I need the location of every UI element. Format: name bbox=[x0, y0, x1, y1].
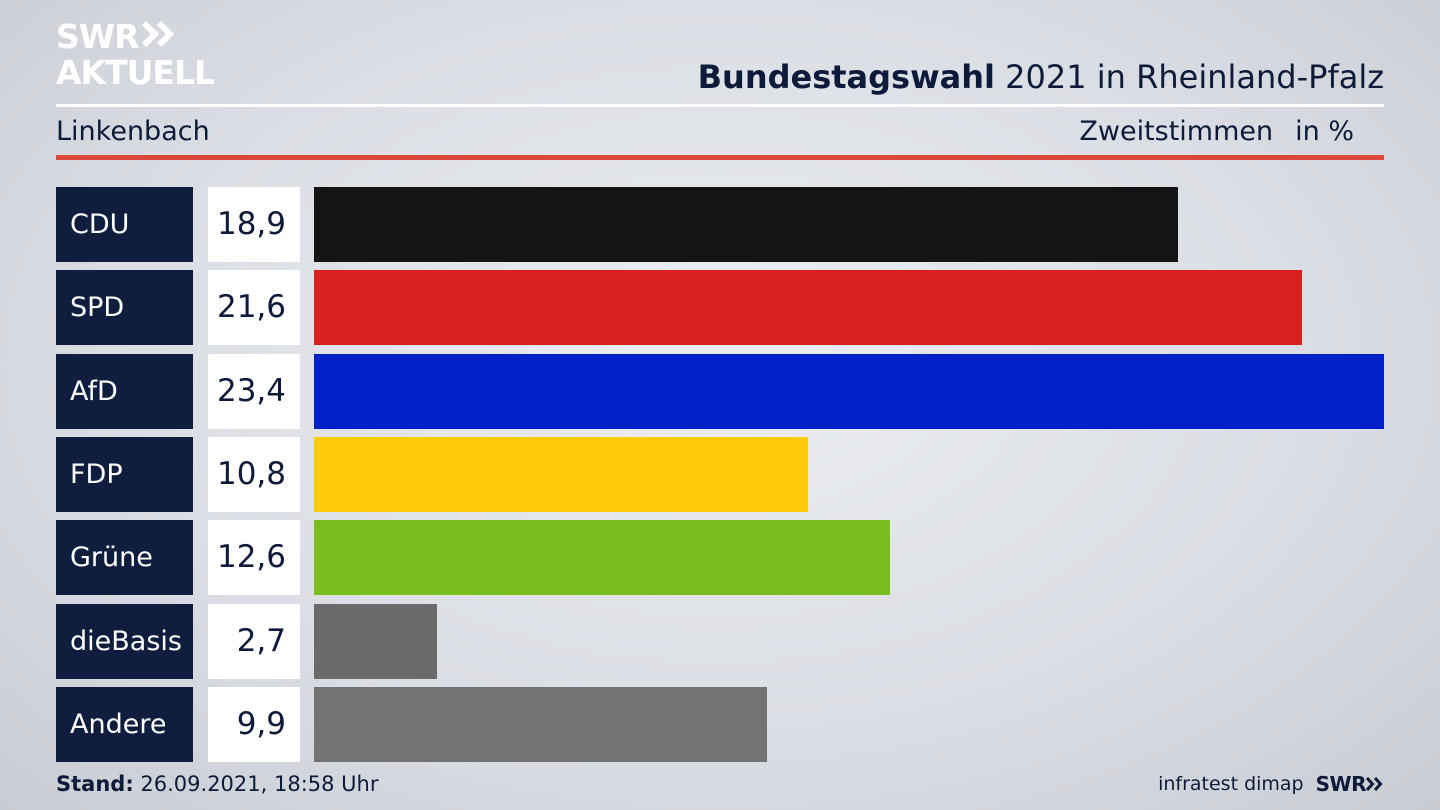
bar bbox=[314, 604, 437, 679]
bar-row: CDU 18,9 bbox=[56, 187, 1384, 262]
measure-name: Zweitstimmen bbox=[1079, 116, 1274, 147]
party-label: CDU bbox=[56, 187, 193, 262]
double-chevron-icon bbox=[141, 20, 177, 53]
bar-row: FDP 10,8 bbox=[56, 437, 1384, 512]
bar-row: dieBasis 2,7 bbox=[56, 604, 1384, 679]
bar bbox=[314, 354, 1384, 429]
bar bbox=[314, 437, 808, 512]
timestamp: Stand: 26.09.2021, 18:58 Uhr bbox=[56, 772, 379, 796]
logo-line2: AKTUELL bbox=[56, 53, 215, 92]
stand-value: 26.09.2021, 18:58 Uhr bbox=[133, 772, 379, 796]
measure-label: Zweitstimmen in % bbox=[1079, 116, 1354, 147]
unit-label: in % bbox=[1295, 116, 1354, 147]
value-label: 9,9 bbox=[208, 687, 300, 762]
party-label: SPD bbox=[56, 270, 193, 345]
logo-line1: SWR bbox=[56, 17, 140, 56]
footer-brand-text: SWR bbox=[1315, 772, 1367, 796]
source-credit: infratest dimap SWR bbox=[1158, 772, 1384, 796]
footer-brand: SWR bbox=[1316, 772, 1384, 796]
stand-label: Stand: bbox=[56, 772, 134, 796]
value-label: 18,9 bbox=[208, 187, 300, 262]
header-divider bbox=[56, 104, 1384, 107]
source-label: infratest dimap bbox=[1158, 773, 1304, 795]
party-label: Andere bbox=[56, 687, 193, 762]
accent-divider bbox=[56, 155, 1384, 160]
swr-aktuell-logo: SWR AKTUELL bbox=[56, 14, 226, 90]
bar-row: AfD 23,4 bbox=[56, 354, 1384, 429]
party-label: dieBasis bbox=[56, 604, 193, 679]
value-label: 12,6 bbox=[208, 520, 300, 595]
bar-chart: CDU 18,9 SPD 21,6 AfD 23,4 FDP 10,8 Grüne 12,6 die… bbox=[56, 187, 1384, 763]
value-label: 10,8 bbox=[208, 437, 300, 512]
title-bold: Bundestagswahl bbox=[697, 58, 995, 96]
title-rest: 2021 in Rheinland-Pfalz bbox=[995, 58, 1384, 96]
bar-row: SPD 21,6 bbox=[56, 270, 1384, 345]
bar-row: Grüne 12,6 bbox=[56, 520, 1384, 595]
value-label: 2,7 bbox=[208, 604, 300, 679]
double-chevron-small-icon bbox=[1366, 777, 1383, 791]
party-label: AfD bbox=[56, 354, 193, 429]
bar bbox=[314, 520, 890, 595]
party-label: FDP bbox=[56, 437, 193, 512]
value-label: 21,6 bbox=[208, 270, 300, 345]
bar-row: Andere 9,9 bbox=[56, 687, 1384, 762]
bar bbox=[314, 687, 767, 762]
bar bbox=[314, 270, 1302, 345]
chart-title: Bundestagswahl 2021 in Rheinland-Pfalz bbox=[698, 58, 1384, 96]
bar bbox=[314, 187, 1178, 262]
value-label: 23,4 bbox=[208, 354, 300, 429]
region-label: Linkenbach bbox=[56, 116, 210, 147]
party-label: Grüne bbox=[56, 520, 193, 595]
